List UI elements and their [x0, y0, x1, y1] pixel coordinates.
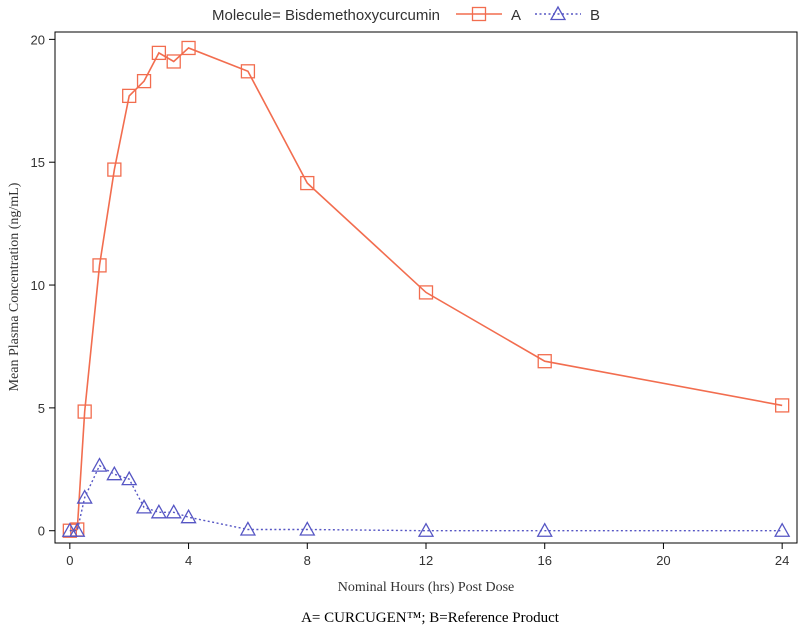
- data-point-a: [122, 88, 137, 104]
- legend-title: Molecule= Bisdemethoxycurcumin: [212, 7, 440, 24]
- x-tick-label: 20: [656, 553, 670, 568]
- x-tick-label: 4: [185, 553, 192, 568]
- y-tick-label: 20: [31, 32, 45, 47]
- y-axis: 0 5 10 15 20: [31, 32, 55, 539]
- data-point-a: [77, 404, 92, 419]
- legend-label: A: [511, 7, 521, 24]
- data-point-a: [92, 258, 107, 273]
- data-point-a: [537, 354, 552, 369]
- data-point-b: [106, 465, 123, 481]
- data-point-b: [135, 499, 153, 514]
- legend-marker: [549, 5, 567, 21]
- data-point-a: [181, 40, 196, 56]
- data-point-a: [300, 175, 315, 191]
- figure-caption: A= CURCUGEN™; B=Reference Product: [301, 610, 560, 626]
- y-tick-label: 15: [31, 155, 45, 170]
- data-point-b: [91, 457, 108, 472]
- y-axis-label: Mean Plasma Concentration (ng/mL): [7, 182, 22, 391]
- data-point-a: [775, 398, 790, 413]
- y-tick-label: 10: [31, 278, 45, 293]
- data-point-b: [121, 470, 138, 486]
- x-tick-label: 24: [775, 553, 789, 568]
- y-tick-label: 5: [38, 401, 45, 416]
- legend-item-a: A: [456, 6, 521, 24]
- data-point-b: [239, 521, 257, 536]
- data-point-a: [136, 73, 152, 89]
- data-point-a: [151, 45, 167, 61]
- data-point-b: [165, 503, 182, 519]
- data-point-b: [299, 521, 316, 536]
- series-line-a: [69, 47, 783, 532]
- data-point-b: [536, 522, 553, 537]
- legend-marker: [471, 6, 487, 22]
- series-layer: [61, 40, 791, 538]
- data-point-b: [150, 503, 167, 519]
- series-a: [62, 40, 790, 538]
- data-point-b: [417, 522, 435, 537]
- data-point-b: [774, 522, 791, 537]
- data-point-b: [76, 489, 93, 504]
- series-b: [61, 457, 791, 537]
- data-point-b: [180, 508, 197, 524]
- x-tick-label: 0: [66, 553, 73, 568]
- plot-frame: [54, 31, 798, 544]
- data-point-a: [418, 285, 434, 300]
- x-tick-label: 8: [304, 553, 311, 568]
- legend-item-b: B: [535, 5, 600, 24]
- x-axis: 0 4 8 12 16 20 24: [66, 543, 789, 568]
- x-tick-label: 16: [537, 553, 551, 568]
- legend-label: B: [590, 7, 600, 24]
- data-point-a: [240, 64, 256, 79]
- series-line-b: [69, 464, 783, 532]
- data-point-a: [107, 162, 122, 177]
- data-point-b: [69, 522, 86, 537]
- y-tick-label: 0: [38, 524, 45, 539]
- x-axis-label: Nominal Hours (hrs) Post Dose: [338, 580, 515, 595]
- data-point-a: [166, 54, 181, 69]
- x-tick-label: 12: [419, 553, 433, 568]
